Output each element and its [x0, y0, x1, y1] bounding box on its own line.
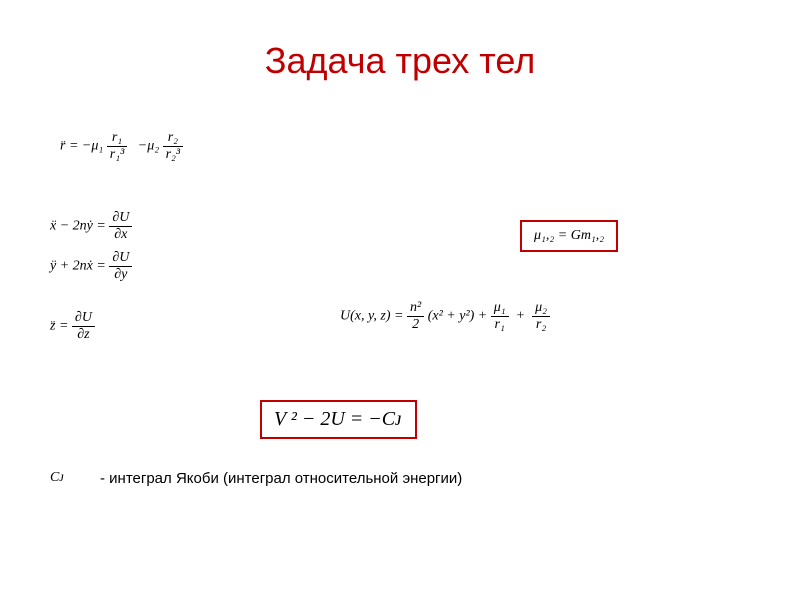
eq1-mu1: −μ₁	[82, 139, 103, 154]
u-frac3-den: r₂	[532, 317, 550, 333]
u-frac1: n² 2	[407, 300, 424, 333]
cj-label: - интеграл Якоби (интеграл относительной…	[100, 470, 462, 487]
rot2-frac: ∂U ∂y	[109, 250, 132, 283]
rot3-num: ∂U	[72, 310, 95, 327]
u-frac1-den: 2	[407, 317, 424, 333]
equation-jacobi: V ² − 2U = −Cᴊ	[260, 400, 417, 439]
eq1-frac2: r₂ r₂³	[163, 130, 184, 163]
equation-mu-def: μ₁,₂ = Gm₁,₂	[520, 220, 618, 252]
u-frac2: μ₁ r₁	[491, 300, 509, 333]
eq1-frac1-num: r₁	[107, 130, 128, 147]
u-tail1: (x² + y²) +	[428, 309, 488, 324]
mu-box: μ₁,₂ = Gm₁,₂	[520, 220, 618, 252]
eq1-lhs: r̈ =	[60, 139, 78, 154]
eq1-mu2: −μ₂	[138, 139, 159, 154]
rot1-lhs: ẍ − 2nẏ =	[50, 219, 106, 234]
eq1-frac1: r₁ r₁³	[107, 130, 128, 163]
eq1-frac2-num: r₂	[163, 130, 184, 147]
page-title: Задача трех тел	[0, 40, 800, 82]
rot3-lhs: z̈ =	[50, 319, 68, 334]
u-frac3-num: μ₂	[532, 300, 550, 317]
u-frac3: μ₂ r₂	[532, 300, 550, 333]
u-plus: +	[516, 309, 525, 324]
rot2-num: ∂U	[109, 250, 132, 267]
cj-symbol: Cᴊ	[50, 470, 65, 486]
u-frac1-num: n²	[407, 300, 424, 317]
rot3-frac: ∂U ∂z	[72, 310, 95, 343]
u-frac2-den: r₁	[491, 317, 509, 333]
u-frac2-num: μ₁	[491, 300, 509, 317]
rot1-num: ∂U	[109, 210, 132, 227]
equation-rot-z: z̈ = ∂U ∂z	[50, 310, 95, 343]
rot2-lhs: ÿ + 2nẋ =	[50, 259, 106, 274]
eq1-frac1-den: r₁³	[107, 147, 128, 163]
u-lhs: U(x, y, z) =	[340, 309, 404, 324]
eq1-frac2-den: r₂³	[163, 147, 184, 163]
rot3-den: ∂z	[72, 327, 95, 343]
equation-potential-u: U(x, y, z) = n² 2 (x² + y²) + μ₁ r₁ + μ₂…	[340, 300, 550, 333]
equation-rot-y: ÿ + 2nẋ = ∂U ∂y	[50, 250, 132, 283]
equation-vector-r: r̈ = −μ₁ r₁ r₁³ −μ₂ r₂ r₂³	[60, 130, 183, 163]
rot2-den: ∂y	[109, 267, 132, 283]
jacobi-box: V ² − 2U = −Cᴊ	[260, 400, 417, 439]
rot1-den: ∂x	[109, 227, 132, 243]
equation-rot-x: ẍ − 2nẏ = ∂U ∂x	[50, 210, 132, 243]
rot1-frac: ∂U ∂x	[109, 210, 132, 243]
